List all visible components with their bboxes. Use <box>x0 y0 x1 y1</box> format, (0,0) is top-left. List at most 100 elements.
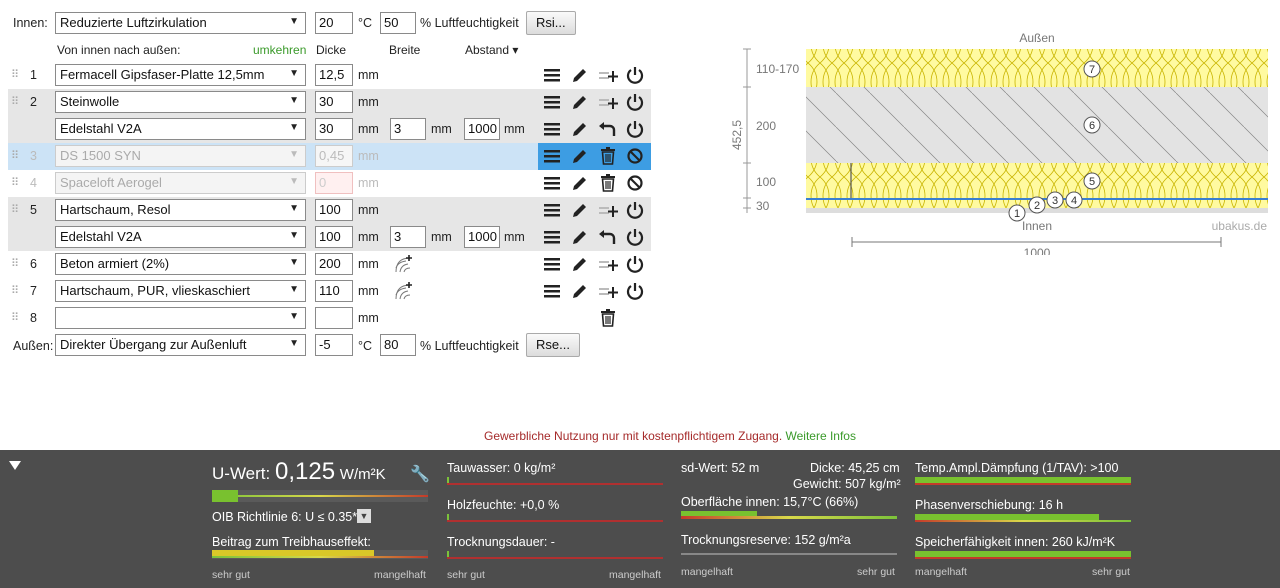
layer-distance-input[interactable]: 1000 <box>464 226 500 248</box>
pencil-icon[interactable] <box>570 254 590 274</box>
drag-handle-icon[interactable]: ⠿ <box>11 285 19 297</box>
add-sublayer-icon[interactable] <box>598 254 618 274</box>
pencil-icon[interactable] <box>570 173 590 193</box>
ban-icon[interactable] <box>625 173 645 193</box>
reserve-bar <box>681 553 897 555</box>
layer-number: 6 <box>30 257 37 271</box>
wrench-icon[interactable]: 🔧 <box>410 466 430 483</box>
menu-icon[interactable] <box>542 173 562 193</box>
layer-number: 8 <box>30 311 37 325</box>
thickness-unit: mm <box>358 230 379 244</box>
layer-material-select[interactable]: Hartschaum, PUR, vlieskaschiert ▼ <box>55 280 306 302</box>
menu-icon[interactable] <box>542 65 562 85</box>
outside-climate-select[interactable]: Direkter Übergang zur Außenluft ▼ <box>55 334 306 356</box>
layer-thickness-input[interactable]: 0 <box>315 172 353 194</box>
pencil-icon[interactable] <box>570 92 590 112</box>
layer-material-select[interactable]: Edelstahl V2A ▼ <box>55 226 306 248</box>
menu-icon[interactable] <box>542 119 562 139</box>
outside-temp-input[interactable]: -5 <box>315 334 353 356</box>
drag-handle-icon[interactable]: ⠿ <box>11 69 19 81</box>
add-sublayer-icon[interactable] <box>598 281 618 301</box>
pencil-icon[interactable] <box>570 65 590 85</box>
greenhouse-fill <box>212 550 374 556</box>
drag-handle-icon[interactable]: ⠿ <box>11 258 19 270</box>
layer-marker-2: 2 <box>1028 196 1046 214</box>
layer-material-select[interactable]: ▼ <box>55 307 306 329</box>
rsi-button[interactable]: Rsi... <box>526 11 576 35</box>
menu-icon[interactable] <box>542 200 562 220</box>
menu-icon[interactable] <box>542 227 562 247</box>
power-icon[interactable] <box>625 200 645 220</box>
trash-icon[interactable] <box>598 308 618 328</box>
power-icon[interactable] <box>625 254 645 274</box>
layer-thickness-input[interactable]: 110 <box>315 280 353 302</box>
menu-icon[interactable] <box>542 281 562 301</box>
layer-material-select[interactable]: Fermacell Gipsfaser-Platte 12,5mm ▼ <box>55 64 306 86</box>
menu-icon[interactable] <box>542 254 562 274</box>
layer-thickness-input[interactable]: 200 <box>315 253 353 275</box>
construction-diagram: Außen 110-170 200 100 30 452,5 7 6 5 1 2… <box>730 31 1268 255</box>
layer-thickness-input[interactable]: 30 <box>315 118 353 140</box>
inside-temp-input[interactable]: 20 <box>315 12 353 34</box>
svg-text:7: 7 <box>1089 64 1095 76</box>
watermark: ubakus.de <box>1212 219 1268 233</box>
layer-thickness-input[interactable] <box>315 307 353 329</box>
power-icon[interactable] <box>625 119 645 139</box>
menu-icon[interactable] <box>542 146 562 166</box>
layer-width-input[interactable]: 3 <box>390 226 426 248</box>
drag-handle-icon[interactable]: ⠿ <box>11 312 19 324</box>
distance-header[interactable]: Abstand ▾ <box>465 43 519 57</box>
undo-icon[interactable] <box>598 119 618 139</box>
layer-thickness-input[interactable]: 0,45 <box>315 145 353 167</box>
layer-material-select[interactable]: Edelstahl V2A ▼ <box>55 118 306 140</box>
layer-material-select[interactable]: Hartschaum, Resol ▼ <box>55 199 306 221</box>
inside-humidity-input[interactable]: 50 <box>380 12 416 34</box>
wood-profile-icon[interactable] <box>394 254 414 274</box>
menu-icon[interactable] <box>542 92 562 112</box>
u-value: U-Wert: 0,125 W/m²K <box>212 458 386 485</box>
pencil-icon[interactable] <box>570 200 590 220</box>
reverse-link[interactable]: umkehren <box>253 43 307 57</box>
power-icon[interactable] <box>625 281 645 301</box>
layer-material-select[interactable]: DS 1500 SYN ▼ <box>55 145 306 167</box>
pencil-icon[interactable] <box>570 146 590 166</box>
pencil-icon[interactable] <box>570 227 590 247</box>
layer-distance-input[interactable]: 1000 <box>464 118 500 140</box>
add-sublayer-icon[interactable] <box>598 65 618 85</box>
add-sublayer-icon[interactable] <box>598 200 618 220</box>
layer-material-select[interactable]: Beton armiert (2%) ▼ <box>55 253 306 275</box>
layer-material-select[interactable]: Spaceloft Aerogel ▼ <box>55 172 306 194</box>
inside-climate-select[interactable]: Reduzierte Luftzirkulation ▼ <box>55 12 306 34</box>
power-icon[interactable] <box>625 65 645 85</box>
layer-thickness-input[interactable]: 12,5 <box>315 64 353 86</box>
scale-bad: mangelhaft <box>915 566 967 578</box>
pencil-icon[interactable] <box>570 281 590 301</box>
outside-humidity-input[interactable]: 80 <box>380 334 416 356</box>
layer-width-input[interactable]: 3 <box>390 118 426 140</box>
thickness-unit: mm <box>358 311 379 325</box>
layer-thickness-input[interactable]: 100 <box>315 199 353 221</box>
layer-thickness-input[interactable]: 100 <box>315 226 353 248</box>
rse-button[interactable]: Rse... <box>526 333 580 357</box>
trash-icon[interactable] <box>598 146 618 166</box>
width-unit: mm <box>431 122 452 136</box>
drag-handle-icon[interactable]: ⠿ <box>11 150 19 162</box>
oib-dropdown-icon[interactable]: ▼ <box>357 509 371 523</box>
pencil-icon[interactable] <box>570 119 590 139</box>
more-info-link[interactable]: Weitere Infos <box>785 429 856 443</box>
power-icon[interactable] <box>625 227 645 247</box>
drag-handle-icon[interactable]: ⠿ <box>11 177 19 189</box>
layer-thickness-input[interactable]: 30 <box>315 91 353 113</box>
power-icon[interactable] <box>625 92 645 112</box>
wood-profile-icon[interactable] <box>394 281 414 301</box>
layer-marker-4: 4 <box>1065 191 1083 209</box>
layer-material-select[interactable]: Steinwolle ▼ <box>55 91 306 113</box>
add-sublayer-icon[interactable] <box>598 92 618 112</box>
ban-icon[interactable] <box>625 146 645 166</box>
diagram-top-label: Außen <box>1019 31 1054 45</box>
undo-icon[interactable] <box>598 227 618 247</box>
drag-handle-icon[interactable]: ⠿ <box>11 96 19 108</box>
trash-icon[interactable] <box>598 173 618 193</box>
drag-handle-icon[interactable]: ⠿ <box>11 204 19 216</box>
collapse-triangle-icon[interactable] <box>9 461 21 470</box>
